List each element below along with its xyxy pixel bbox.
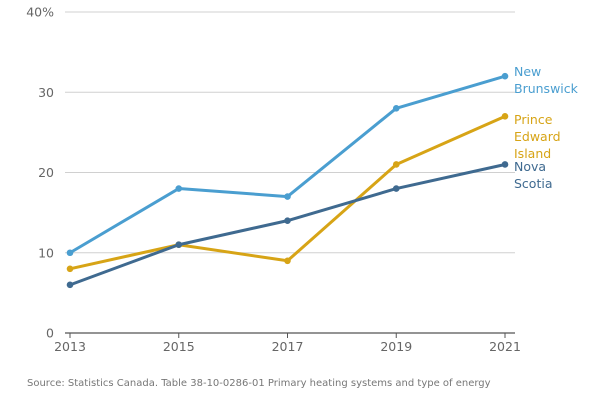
series-label-line: Nova (514, 159, 546, 174)
data-point-nova-scotia-2021 (501, 161, 509, 168)
gridlines (65, 11, 515, 334)
y-tick-label-40: 40% (26, 5, 54, 20)
series-label-line: Scotia (514, 176, 553, 191)
data-point-new-brunswick-2017 (284, 193, 291, 200)
series-label-line: Edward (514, 129, 561, 144)
series-label-line: Prince (514, 112, 553, 127)
source-note: Source: Statistics Canada. Table 38-10-0… (27, 378, 491, 389)
data-point-prince-edward-island-2019 (392, 161, 400, 168)
series-lines (66, 72, 509, 289)
series-label-line: New (514, 64, 541, 79)
data-point-nova-scotia-2019 (392, 185, 400, 192)
y-tick-label-30: 30 (38, 85, 54, 100)
data-point-nova-scotia-2017 (284, 217, 291, 224)
series-line-nova-scotia (68, 162, 507, 287)
x-tick-label-2013: 2013 (54, 339, 86, 354)
x-tick-label-2019: 2019 (380, 339, 412, 354)
data-point-nova-scotia-2013 (66, 281, 74, 289)
data-point-new-brunswick-2019 (392, 105, 400, 112)
x-tick-label-2017: 2017 (272, 339, 304, 354)
y-tick-label-10: 10 (38, 245, 54, 260)
y-tick-label-0: 0 (46, 326, 54, 341)
data-point-prince-edward-island-2021 (501, 113, 509, 120)
x-tick-label-2021: 2021 (489, 339, 521, 354)
data-point-new-brunswick-2013 (66, 249, 74, 257)
series-label-line: Island (514, 146, 551, 161)
x-tick-label-2015: 2015 (163, 339, 195, 354)
series-label-line: Brunswick (514, 81, 579, 96)
series-line-prince-edward-island (68, 114, 507, 271)
data-point-prince-edward-island-2013 (66, 265, 74, 273)
series-line-new-brunswick (68, 74, 507, 255)
series-label-new-brunswick: New Brunswick (514, 64, 579, 96)
data-point-prince-edward-island-2017 (284, 257, 291, 265)
data-point-new-brunswick-2015 (175, 185, 183, 192)
data-point-new-brunswick-2021 (501, 72, 509, 80)
data-point-nova-scotia-2015 (175, 241, 183, 249)
series-label-prince-edward-island: Prince Edward Island (514, 112, 561, 161)
series-label-nova-scotia: Nova Scotia (514, 159, 553, 191)
y-tick-label-20: 20 (38, 165, 54, 180)
